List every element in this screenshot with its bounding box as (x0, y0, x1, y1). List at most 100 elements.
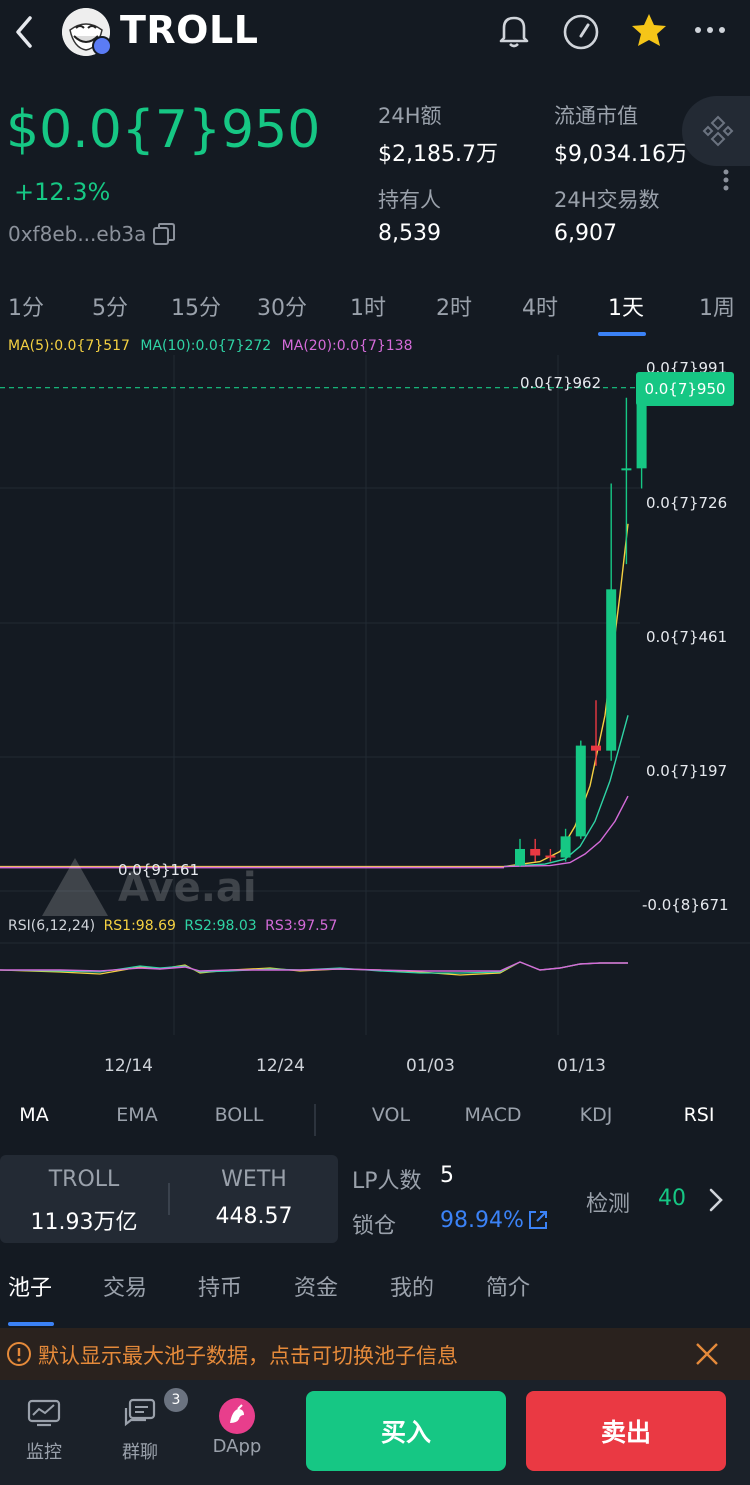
pool-amounts-card[interactable]: TROLL 11.93万亿 WETH 448.57 (0, 1155, 338, 1243)
gauge-button[interactable] (560, 10, 602, 52)
watermark: Ave.ai (40, 856, 257, 920)
bnb-icon (702, 115, 734, 147)
current-price: $0.0{7}950 (6, 100, 321, 160)
tab-mine[interactable]: 我的 (390, 1276, 435, 1301)
timeframe-1d[interactable]: 1天 (608, 296, 644, 321)
pool-amount-a: 11.93万亿 (30, 1210, 138, 1235)
check-score[interactable]: 40 (658, 1186, 686, 1211)
tab-holders[interactable]: 持币 (198, 1276, 243, 1301)
dapp-icon (219, 1398, 255, 1434)
candlestick-chart[interactable] (0, 355, 750, 1075)
indicator-ema[interactable]: EMA (116, 1104, 158, 1126)
y-axis-label: -0.0{8}671 (642, 896, 729, 914)
tab-pool[interactable]: 池子 (8, 1276, 53, 1301)
indicator-divider (314, 1104, 316, 1136)
timeframe-1w[interactable]: 1周 (699, 296, 735, 321)
ma20-label: MA(20):0.0{7}138 (281, 338, 413, 354)
pool-token-a: TROLL (48, 1167, 120, 1192)
ma5-label: MA(5):0.0{7}517 (8, 338, 130, 354)
candle-body (621, 468, 632, 471)
indicator-vol[interactable]: VOL (371, 1104, 411, 1126)
chat-badge-count: 3 (171, 1392, 181, 1408)
back-button[interactable] (10, 10, 40, 54)
tab-intro[interactable]: 简介 (486, 1276, 531, 1301)
ma-legend: MA(5):0.0{7}517 MA(10):0.0{7}272 MA(20):… (8, 338, 412, 354)
nav-dapp[interactable]: DApp (206, 1398, 268, 1468)
more-button[interactable] (692, 18, 728, 42)
notice-bar[interactable]: 默认显示最大池子数据，点击可切换池子信息 (0, 1328, 750, 1380)
ma20-line (503, 795, 629, 868)
tab-active-underline (8, 1322, 54, 1326)
y-axis-label: 0.0{7}197 (646, 762, 728, 780)
timeframe-active-underline (598, 332, 646, 336)
nav-monitor[interactable]: 监控 (16, 1398, 72, 1468)
buy-button[interactable]: 买入 (306, 1391, 506, 1471)
timeframe-2h[interactable]: 2时 (436, 296, 472, 321)
notice-text: 默认显示最大池子数据，点击可切换池子信息 (38, 1344, 458, 1368)
chat-badge: 3 (164, 1388, 188, 1412)
tab-trades[interactable]: 交易 (103, 1276, 148, 1301)
indicator-ma[interactable]: MA (19, 1104, 49, 1126)
tab-funds[interactable]: 资金 (294, 1276, 339, 1301)
rsi-legend: RSI(6,12,24) RS1:98.69 RS2:98.03 RS3:97.… (8, 918, 337, 934)
candle-body (606, 589, 617, 751)
nav-chat[interactable]: 群聊 (112, 1398, 168, 1468)
nav-monitor-label: 监控 (26, 1442, 62, 1463)
current-price-tag: 0.0{7}950 (636, 372, 734, 406)
chain-badge-icon (92, 36, 112, 56)
rsi3-line (0, 961, 628, 972)
copy-button[interactable] (150, 220, 178, 248)
timeframe-30m[interactable]: 30分 (257, 296, 307, 321)
check-arrow[interactable] (706, 1186, 726, 1214)
chat-icon (124, 1398, 156, 1427)
floating-side-button[interactable] (682, 96, 750, 166)
lock-value[interactable]: 98.94% (440, 1208, 524, 1233)
timeframe-4h[interactable]: 4时 (522, 296, 558, 321)
watermark-text: Ave.ai (118, 865, 257, 911)
x-axis-label: 01/03 (406, 1056, 455, 1076)
monitor-icon (27, 1399, 61, 1427)
candle-body (530, 848, 541, 856)
nav-dapp-label: DApp (212, 1436, 262, 1457)
gauge-icon (563, 14, 599, 50)
chevron-right-icon (709, 1188, 723, 1212)
indicator-bar: MA EMA BOLL VOL MACD KDJ RSI (0, 1104, 750, 1138)
low-marker: 0.0{9}161 (118, 861, 200, 879)
candle-body (545, 855, 556, 858)
stat-label-holders: 持有人 (378, 188, 441, 212)
timeframe-15m[interactable]: 15分 (171, 296, 221, 321)
timeframe-bar: 1分 5分 15分 30分 1时 2时 4时 1天 1周 (0, 290, 750, 334)
chevron-left-icon (16, 16, 32, 48)
bell-icon (499, 16, 529, 48)
bell-button[interactable] (494, 10, 534, 50)
check-label: 检测 (586, 1192, 631, 1217)
section-tabs: 池子 交易 持币 资金 我的 简介 (0, 1270, 750, 1314)
y-axis-label: 0.0{7}726 (646, 494, 728, 512)
indicator-macd[interactable]: MACD (464, 1104, 522, 1126)
indicator-rsi[interactable]: RSI (683, 1104, 715, 1126)
candle-body (575, 745, 586, 837)
indicator-kdj[interactable]: KDJ (579, 1104, 613, 1126)
bottom-bar: 监控 群聊 3 DApp 买入 卖出 (0, 1380, 750, 1485)
close-icon[interactable] (694, 1341, 720, 1367)
ma10-line (503, 715, 629, 868)
lp-count-value: 5 (440, 1163, 454, 1188)
star-icon (632, 14, 666, 46)
candle-body (636, 387, 647, 469)
favorite-button[interactable] (628, 10, 670, 52)
stat-value-holders: 8,539 (378, 221, 441, 246)
indicator-boll[interactable]: BOLL (214, 1104, 264, 1126)
x-axis-label: 12/14 (104, 1056, 153, 1076)
copy-icon (153, 223, 175, 245)
nav-chat-label: 群聊 (122, 1442, 158, 1463)
sell-button[interactable]: 卖出 (526, 1391, 726, 1471)
external-link-icon[interactable] (526, 1208, 550, 1232)
timeframe-5m[interactable]: 5分 (92, 296, 128, 321)
vertical-dots-icon[interactable] (720, 168, 732, 192)
rsi1-line (0, 961, 628, 976)
stat-value-24h-trades: 6,907 (554, 221, 617, 246)
timeframe-1h[interactable]: 1时 (350, 296, 386, 321)
timeframe-1m[interactable]: 1分 (8, 296, 44, 321)
candle-body (515, 848, 525, 866)
rsi-rs3: RS3:97.57 (265, 918, 338, 934)
